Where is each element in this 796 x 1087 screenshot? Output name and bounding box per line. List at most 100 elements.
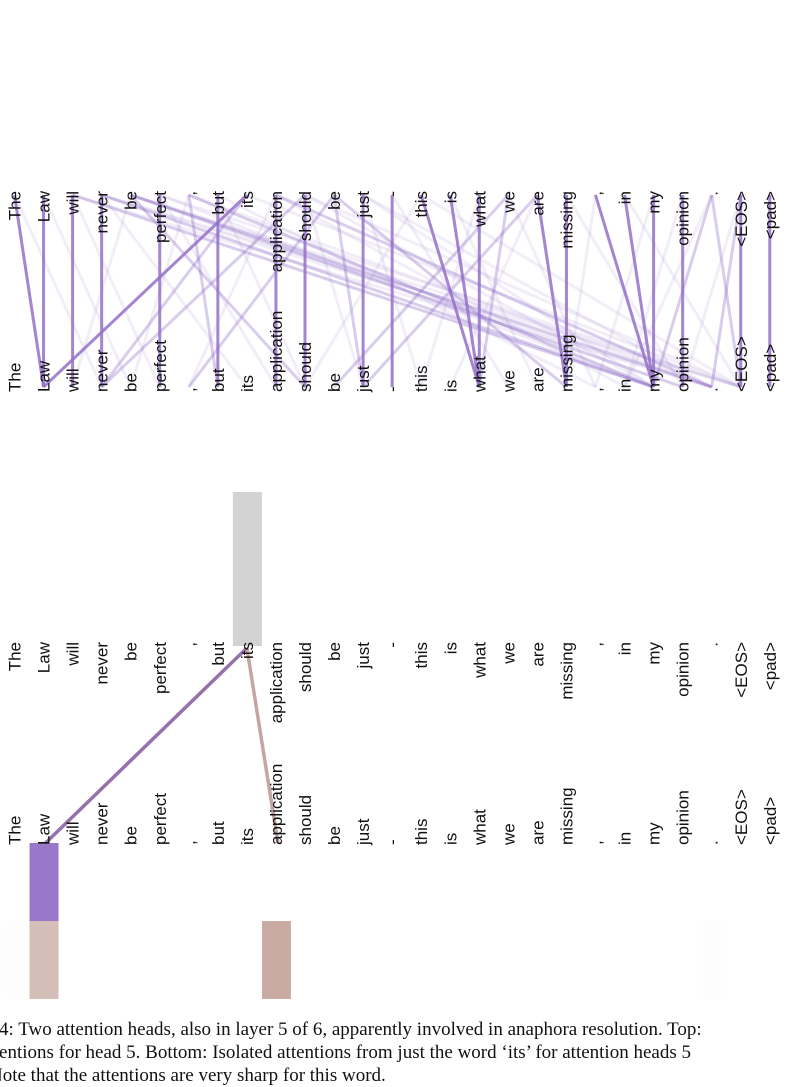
top-source-token-7: but — [209, 191, 228, 215]
head6-bar-token-24 — [698, 921, 727, 999]
bottom-target-token-14: this — [412, 819, 431, 845]
top-attention-line-7-10 — [216, 194, 307, 388]
top-target-token-4: be — [122, 373, 141, 392]
top-attention-line-24-21 — [623, 194, 714, 388]
head6-bar-token-1 — [29, 921, 59, 999]
bottom-panel-attention-lines — [44, 646, 280, 845]
top-source-token-24: . — [703, 191, 722, 196]
top-source-token-23: opinion — [674, 191, 693, 246]
top-source-token-15: is — [441, 191, 460, 203]
top-target-token-19: missing — [557, 334, 576, 392]
top-source-token-9: application — [267, 191, 286, 272]
top-source-token-10: should — [296, 191, 315, 241]
figure-caption: ure 4: Two attention heads, also in laye… — [0, 1018, 796, 1087]
bottom-source-token-20: , — [587, 642, 606, 647]
bottom-target-token-17: we — [499, 823, 518, 846]
top-source-token-5: perfect — [151, 191, 170, 243]
top-target-token-17: we — [499, 370, 518, 393]
top-attention-line-14-16 — [419, 194, 481, 388]
bottom-target-token-11: be — [325, 826, 344, 845]
top-target-token-0: The — [6, 363, 25, 392]
top-source-token-21: in — [616, 191, 635, 204]
top-attention-line-15-18 — [448, 194, 539, 388]
top-target-token-20: , — [587, 387, 606, 392]
top-target-token-7: but — [209, 368, 228, 392]
bottom-source-token-11: be — [325, 642, 344, 661]
bottom-target-token-5: perfect — [151, 793, 170, 845]
top-target-token-12: just — [354, 365, 373, 393]
head5-bar-token-1 — [29, 843, 59, 921]
bottom-source-token-17: we — [499, 642, 518, 665]
top-target-token-9: application — [267, 311, 286, 392]
bottom-target-token-23: opinion — [674, 790, 693, 845]
bottom-head6-line-8-9 — [245, 647, 280, 844]
bottom-target-token-26: <pad> — [761, 797, 780, 845]
bottom-source-token-15: is — [441, 642, 460, 654]
bottom-target-token-18: are — [528, 820, 547, 845]
top-panel-right-tokens: The Law will never be perfect, but its applicati… — [6, 311, 780, 393]
top-attention-line-25-24 — [710, 194, 743, 388]
bottom-target-token-3: never — [93, 802, 112, 845]
bottom-target-token-0: The — [6, 816, 25, 845]
top-attention-line-2-5 — [71, 194, 162, 388]
bottom-target-token-1: Law — [35, 813, 54, 845]
top-source-token-14: this — [412, 191, 431, 217]
top-source-token-6: , — [180, 191, 199, 196]
top-target-token-11: be — [325, 373, 344, 392]
top-attention-line-4-25 — [130, 193, 742, 389]
top-attention-line-3-25 — [101, 193, 742, 389]
bottom-target-token-20: , — [587, 840, 606, 845]
head6-bar-token-0 — [1, 921, 30, 999]
top-attention-line-18-15 — [448, 194, 539, 388]
bottom-source-token-25: <EOS> — [732, 642, 751, 698]
bottom-source-token-6: , — [180, 642, 199, 647]
top-target-token-6: , — [180, 387, 199, 392]
bottom-source-token-2: will — [64, 642, 83, 667]
top-source-token-18: are — [528, 191, 547, 216]
bottom-target-token-13: - — [383, 839, 402, 845]
bottom-source-token-16: what — [470, 642, 489, 679]
top-target-token-2: will — [64, 368, 83, 393]
top-source-token-16: what — [470, 191, 489, 228]
bottom-target-token-21: in — [616, 832, 635, 845]
bottom-source-token-5: perfect — [151, 642, 170, 694]
top-target-token-1: Law — [35, 360, 54, 392]
top-target-token-18: are — [528, 367, 547, 392]
top-attention-line-9-24 — [275, 193, 713, 389]
top-attention-line-0-3 — [13, 194, 104, 388]
top-source-token-0: The — [6, 191, 25, 220]
bottom-source-token-13: - — [383, 642, 402, 648]
bottom-target-token-6: , — [180, 840, 199, 845]
caption-line-1: ure 4: Two attention heads, also in laye… — [0, 1019, 702, 1040]
top-target-token-10: should — [296, 342, 315, 392]
bottom-source-token-19: missing — [557, 642, 576, 700]
bottom-source-token-8: its — [238, 642, 257, 659]
bottom-panel-right-tokens: The Law will never be perfect, but its applicati… — [6, 764, 780, 846]
top-attention-line-10-25 — [304, 193, 742, 389]
top-attention-line-12-22 — [362, 193, 655, 389]
bottom-source-token-10: should — [296, 642, 315, 692]
top-source-token-26: <pad> — [761, 191, 780, 239]
top-attention-line-6-22 — [188, 193, 655, 389]
top-source-token-3: never — [93, 191, 112, 234]
top-attention-line-14-25 — [420, 193, 742, 389]
bottom-source-token-7: but — [209, 642, 228, 666]
bottom-target-token-7: but — [209, 821, 228, 845]
top-attention-line-10-12 — [303, 194, 365, 388]
caption-line-3: 6. Note that the attentions are very sha… — [0, 1065, 386, 1086]
bottom-source-token-12: just — [354, 642, 373, 670]
top-attention-line-5-22 — [159, 193, 655, 389]
bottom-target-token-10: should — [296, 795, 315, 845]
top-attention-line-8-3 — [100, 194, 249, 388]
bottom-target-token-15: is — [441, 833, 460, 845]
top-source-token-8: its — [238, 191, 257, 208]
top-source-token-1: Law — [35, 190, 54, 222]
top-attention-line-11-6 — [187, 194, 336, 388]
bottom-target-token-24: . — [703, 840, 722, 845]
top-attention-line-24-25 — [710, 194, 743, 388]
bottom-source-token-22: my — [645, 642, 664, 665]
bottom-source-token-9: application — [267, 642, 286, 723]
top-target-token-13: - — [383, 386, 402, 392]
top-attention-line-7-20 — [217, 193, 597, 389]
top-attention-line-1-4 — [42, 194, 133, 388]
